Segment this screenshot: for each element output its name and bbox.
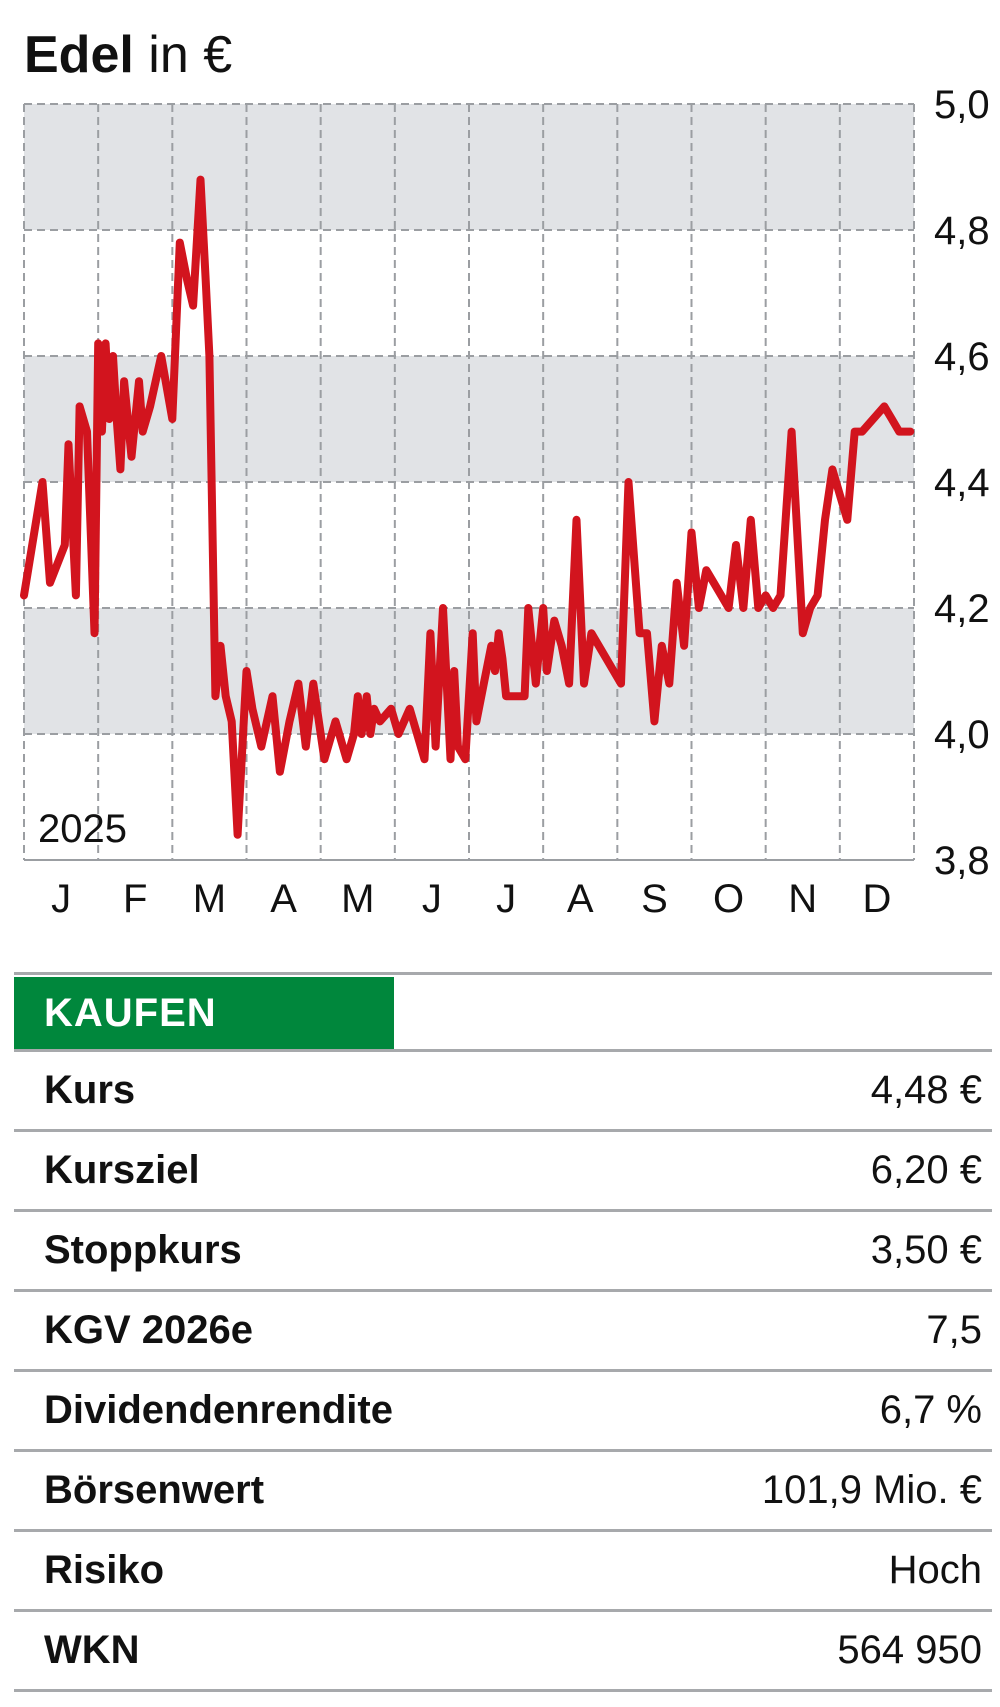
table-row: Stoppkurs 3,50 € (14, 1212, 992, 1292)
table-row: Dividendenrendite 6,7 % (14, 1372, 992, 1452)
row-value: 7,5 (926, 1308, 982, 1352)
row-label: WKN (44, 1628, 140, 1672)
x-tick-label: D (862, 877, 891, 920)
row-value: Hoch (888, 1548, 982, 1592)
x-tick-label: M (341, 877, 374, 920)
row-value: 3,50 € (870, 1228, 982, 1272)
row-label: Dividendenrendite (44, 1388, 393, 1432)
x-tick-label: J (51, 877, 71, 920)
table-row: Kurs 4,48 € (14, 1052, 992, 1132)
x-tick-label: N (788, 877, 817, 920)
row-value: 6,20 € (870, 1148, 982, 1192)
x-tick-label: S (641, 877, 668, 920)
row-label: Stoppkurs (44, 1228, 242, 1272)
row-label: Kursziel (44, 1148, 200, 1192)
currency-unit: in € (148, 26, 233, 84)
rating-badge: KAUFEN (14, 977, 394, 1049)
x-tick-label: O (713, 877, 744, 920)
chart-series (20, 175, 915, 839)
rating-row: KAUFEN (14, 972, 992, 1052)
x-tick-label: A (567, 877, 594, 920)
y-tick-label: 4,8 (934, 209, 990, 253)
row-value: 6,7 % (879, 1388, 982, 1432)
y-tick-label: 4,6 (934, 335, 990, 379)
table-row: KGV 2026e 7,5 (14, 1292, 992, 1372)
x-tick-label: J (422, 877, 442, 920)
stock-name: Edel (24, 26, 134, 84)
y-tick-label: 4,4 (934, 461, 990, 505)
table-row: Börsenwert 101,9 Mio. € (14, 1452, 992, 1532)
row-label: Kurs (44, 1068, 136, 1112)
table-row: Kursziel 6,20 € (14, 1132, 992, 1212)
table-row: Risiko Hoch (14, 1532, 992, 1612)
year-label: 2025 (38, 807, 127, 851)
row-label: Börsenwert (44, 1468, 265, 1512)
row-value: 4,48 € (870, 1068, 982, 1112)
y-tick-label: 4,2 (934, 587, 990, 631)
table-row: WKN 564 950 (14, 1612, 992, 1692)
x-tick-label: F (123, 877, 147, 920)
facts-rows: Kurs 4,48 € Kursziel 6,20 € Stoppkurs 3,50 € K… (14, 1052, 992, 1692)
row-label: Risiko (44, 1548, 165, 1592)
price-chart: 5,0 4,8 4,6 4,4 4,2 4,0 3,8 J F M A M J J A S O N D 2025 (20, 83, 990, 920)
y-axis-labels: 5,0 4,8 4,6 4,4 4,2 4,0 3,8 (934, 83, 990, 883)
row-label: KGV 2026e (44, 1308, 254, 1352)
y-tick-label: 5,0 (934, 83, 990, 127)
row-value: 101,9 Mio. € (761, 1468, 982, 1512)
y-tick-label: 4,0 (934, 713, 990, 757)
x-tick-label: M (193, 877, 226, 920)
price-line (20, 175, 915, 839)
y-tick-label: 3,8 (934, 839, 990, 883)
stock-facts-table: KAUFEN Kurs 4,48 € Kursziel 6,20 € Stoppkurs… (14, 972, 992, 1692)
chart-title: Edel in € (24, 20, 232, 90)
x-tick-label: A (270, 877, 297, 920)
row-value: 564 950 (837, 1628, 982, 1672)
x-tick-label: J (496, 877, 516, 920)
